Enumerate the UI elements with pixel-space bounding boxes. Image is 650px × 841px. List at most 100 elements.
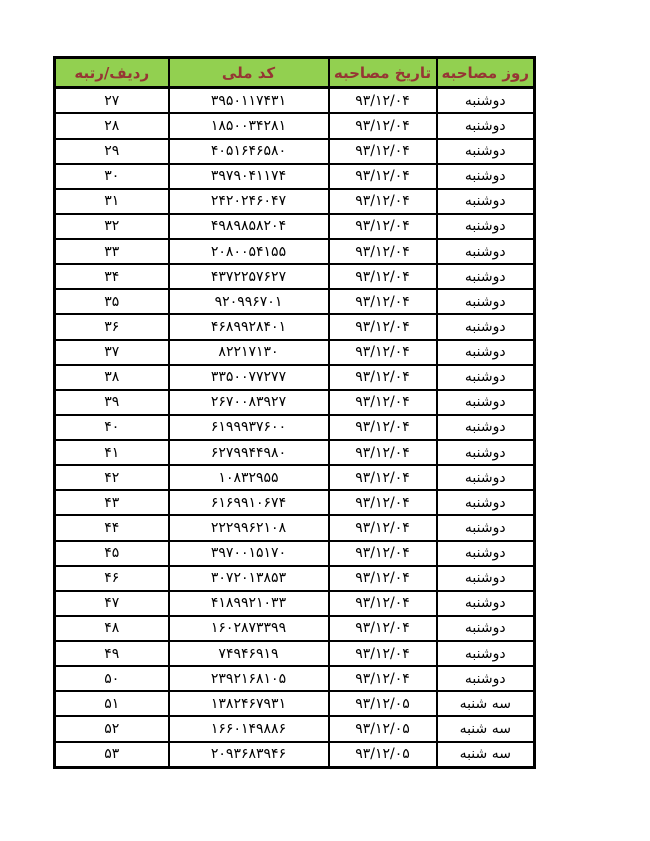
table-row: دوشنبه ۹۳/۱۲/۰۴ ۳۳۵۰۰۷۷۲۷۷ ۳۸ bbox=[53, 363, 536, 391]
cell-day: دوشنبه bbox=[435, 589, 536, 617]
table-row: دوشنبه ۹۳/۱۲/۰۴ ۴۶۸۹۹۲۸۴۰۱ ۳۶ bbox=[53, 313, 536, 341]
cell-code: ۲۴۲۰۲۴۶۰۴۷ bbox=[167, 187, 330, 215]
table-row: دوشنبه ۹۳/۱۲/۰۴ ۷۴۹۴۶۹۱۹ ۴۹ bbox=[53, 640, 536, 668]
cell-rank: ۵۰ bbox=[53, 665, 170, 693]
cell-rank: ۳۲ bbox=[53, 212, 170, 241]
cell-rank: ۳۹ bbox=[53, 388, 170, 416]
cell-date: ۹۳/۱۲/۰۵ bbox=[327, 690, 438, 718]
cell-code: ۴۳۷۲۲۵۷۶۲۷ bbox=[167, 263, 330, 291]
cell-rank: ۴۰ bbox=[53, 413, 170, 442]
cell-code: ۱۶۰۲۸۷۳۳۹۹ bbox=[167, 614, 330, 643]
cell-code: ۳۳۵۰۰۷۷۲۷۷ bbox=[167, 363, 330, 391]
cell-day: دوشنبه bbox=[435, 187, 536, 215]
cell-date: ۹۳/۱۲/۰۴ bbox=[327, 212, 438, 241]
cell-code: ۷۴۹۴۶۹۱۹ bbox=[167, 640, 330, 668]
cell-date: ۹۳/۱۲/۰۴ bbox=[327, 288, 438, 316]
cell-code: ۲۲۲۹۹۶۲۱۰۸ bbox=[167, 514, 330, 542]
cell-date: ۹۳/۱۲/۰۴ bbox=[327, 313, 438, 341]
table-row: دوشنبه ۹۳/۱۲/۰۴ ۱۶۰۲۸۷۳۳۹۹ ۴۸ bbox=[53, 614, 536, 643]
cell-rank: ۳۷ bbox=[53, 338, 170, 366]
cell-code: ۲۰۸۰۰۵۴۱۵۵ bbox=[167, 238, 330, 266]
cell-date: ۹۳/۱۲/۰۴ bbox=[327, 162, 438, 190]
cell-date: ۹۳/۱۲/۰۴ bbox=[327, 338, 438, 366]
table-row: دوشنبه ۹۳/۱۲/۰۴ ۶۲۷۹۹۴۴۹۸۰ ۴۱ bbox=[53, 439, 536, 467]
cell-day: دوشنبه bbox=[435, 263, 536, 291]
cell-day: دوشنبه bbox=[435, 464, 536, 492]
cell-rank: ۲۷ bbox=[53, 86, 170, 115]
cell-code: ۱۰۸۳۲۹۵۵ bbox=[167, 464, 330, 492]
column-header-date: تاریخ مصاحبه bbox=[327, 56, 438, 89]
cell-date: ۹۳/۱۲/۰۵ bbox=[327, 715, 438, 743]
cell-rank: ۴۹ bbox=[53, 640, 170, 668]
table-row: دوشنبه ۹۳/۱۲/۰۴ ۲۴۲۰۲۴۶۰۴۷ ۳۱ bbox=[53, 187, 536, 215]
table-row: دوشنبه ۹۳/۱۲/۰۴ ۳۹۷۰۰۱۵۱۷۰ ۴۵ bbox=[53, 539, 536, 567]
cell-rank: ۳۴ bbox=[53, 263, 170, 291]
table-row: دوشنبه ۹۳/۱۲/۰۴ ۳۰۷۲۰۱۳۸۵۳ ۴۶ bbox=[53, 564, 536, 592]
table-row: دوشنبه ۹۳/۱۲/۰۴ ۲۰۸۰۰۵۴۱۵۵ ۳۳ bbox=[53, 238, 536, 266]
cell-date: ۹۳/۱۲/۰۴ bbox=[327, 614, 438, 643]
cell-day: سه شنبه bbox=[435, 715, 536, 743]
table-row: دوشنبه ۹۳/۱۲/۰۴ ۳۹۵۰۱۱۷۴۳۱ ۲۷ bbox=[53, 86, 536, 115]
cell-rank: ۴۵ bbox=[53, 539, 170, 567]
cell-code: ۳۹۵۰۱۱۷۴۳۱ bbox=[167, 86, 330, 115]
cell-code: ۴۱۸۹۹۲۱۰۳۳ bbox=[167, 589, 330, 617]
cell-day: دوشنبه bbox=[435, 162, 536, 190]
cell-code: ۶۱۹۹۹۳۷۶۰۰ bbox=[167, 413, 330, 442]
table-header: روز مصاحبه تاریخ مصاحبه کد ملی ردیف/رتبه bbox=[53, 56, 536, 89]
cell-rank: ۴۳ bbox=[53, 489, 170, 517]
table-row: دوشنبه ۹۳/۱۲/۰۴ ۲۲۲۹۹۶۲۱۰۸ ۴۴ bbox=[53, 514, 536, 542]
table-body: دوشنبه ۹۳/۱۲/۰۴ ۳۹۵۰۱۱۷۴۳۱ ۲۷ دوشنبه ۹۳/۱۲/۰۴… bbox=[53, 86, 536, 769]
cell-rank: ۲۹ bbox=[53, 137, 170, 165]
table-row: سه شنبه ۹۳/۱۲/۰۵ ۲۰۹۳۶۸۳۹۴۶ ۵۳ bbox=[53, 740, 536, 769]
cell-date: ۹۳/۱۲/۰۴ bbox=[327, 86, 438, 115]
table-row: دوشنبه ۹۳/۱۲/۰۴ ۱۸۵۰۰۳۴۲۸۱ ۲۸ bbox=[53, 112, 536, 140]
table-row: دوشنبه ۹۳/۱۲/۰۴ ۲۶۷۰۰۸۳۹۲۷ ۳۹ bbox=[53, 388, 536, 416]
cell-day: دوشنبه bbox=[435, 413, 536, 442]
cell-day: سه شنبه bbox=[435, 690, 536, 718]
cell-code: ۳۹۷۰۰۱۵۱۷۰ bbox=[167, 539, 330, 567]
cell-rank: ۳۸ bbox=[53, 363, 170, 391]
cell-rank: ۴۲ bbox=[53, 464, 170, 492]
cell-date: ۹۳/۱۲/۰۴ bbox=[327, 464, 438, 492]
table-row: دوشنبه ۹۳/۱۲/۰۴ ۱۰۸۳۲۹۵۵ ۴۲ bbox=[53, 464, 536, 492]
cell-date: ۹۳/۱۲/۰۴ bbox=[327, 439, 438, 467]
cell-code: ۱۳۸۲۴۶۷۹۳۱ bbox=[167, 690, 330, 718]
interview-schedule-table: روز مصاحبه تاریخ مصاحبه کد ملی ردیف/رتبه دو… bbox=[53, 56, 536, 769]
cell-day: دوشنبه bbox=[435, 86, 536, 115]
cell-rank: ۴۷ bbox=[53, 589, 170, 617]
cell-day: دوشنبه bbox=[435, 439, 536, 467]
cell-rank: ۳۳ bbox=[53, 238, 170, 266]
table-row: سه شنبه ۹۳/۱۲/۰۵ ۱۶۶۰۱۴۹۸۸۶ ۵۲ bbox=[53, 715, 536, 743]
cell-rank: ۵۱ bbox=[53, 690, 170, 718]
cell-rank: ۴۸ bbox=[53, 614, 170, 643]
table-row: دوشنبه ۹۳/۱۲/۰۴ ۴۰۵۱۶۴۶۵۸۰ ۲۹ bbox=[53, 137, 536, 165]
cell-date: ۹۳/۱۲/۰۴ bbox=[327, 363, 438, 391]
cell-date: ۹۳/۱۲/۰۴ bbox=[327, 514, 438, 542]
cell-code: ۶۲۷۹۹۴۴۹۸۰ bbox=[167, 439, 330, 467]
cell-rank: ۴۶ bbox=[53, 564, 170, 592]
cell-day: دوشنبه bbox=[435, 539, 536, 567]
cell-day: دوشنبه bbox=[435, 564, 536, 592]
cell-rank: ۳۶ bbox=[53, 313, 170, 341]
cell-date: ۹۳/۱۲/۰۴ bbox=[327, 640, 438, 668]
table-row: دوشنبه ۹۳/۱۲/۰۴ ۶۱۶۹۹۱۰۶۷۴ ۴۳ bbox=[53, 489, 536, 517]
cell-date: ۹۳/۱۲/۰۵ bbox=[327, 740, 438, 769]
cell-code: ۱۶۶۰۱۴۹۸۸۶ bbox=[167, 715, 330, 743]
cell-date: ۹۳/۱۲/۰۴ bbox=[327, 187, 438, 215]
cell-day: دوشنبه bbox=[435, 489, 536, 517]
cell-code: ۸۲۲۱۷۱۳۰ bbox=[167, 338, 330, 366]
cell-date: ۹۳/۱۲/۰۴ bbox=[327, 137, 438, 165]
header-row: روز مصاحبه تاریخ مصاحبه کد ملی ردیف/رتبه bbox=[53, 56, 536, 89]
cell-code: ۹۲۰۹۹۶۷۰۱ bbox=[167, 288, 330, 316]
cell-code: ۶۱۶۹۹۱۰۶۷۴ bbox=[167, 489, 330, 517]
cell-code: ۴۰۵۱۶۴۶۵۸۰ bbox=[167, 137, 330, 165]
cell-day: دوشنبه bbox=[435, 212, 536, 241]
cell-day: دوشنبه bbox=[435, 137, 536, 165]
table-row: دوشنبه ۹۳/۱۲/۰۴ ۳۹۷۹۰۴۱۱۷۴ ۳۰ bbox=[53, 162, 536, 190]
column-header-rank: ردیف/رتبه bbox=[53, 56, 170, 89]
cell-date: ۹۳/۱۲/۰۴ bbox=[327, 589, 438, 617]
cell-date: ۹۳/۱۲/۰۴ bbox=[327, 112, 438, 140]
cell-rank: ۳۵ bbox=[53, 288, 170, 316]
cell-rank: ۲۸ bbox=[53, 112, 170, 140]
